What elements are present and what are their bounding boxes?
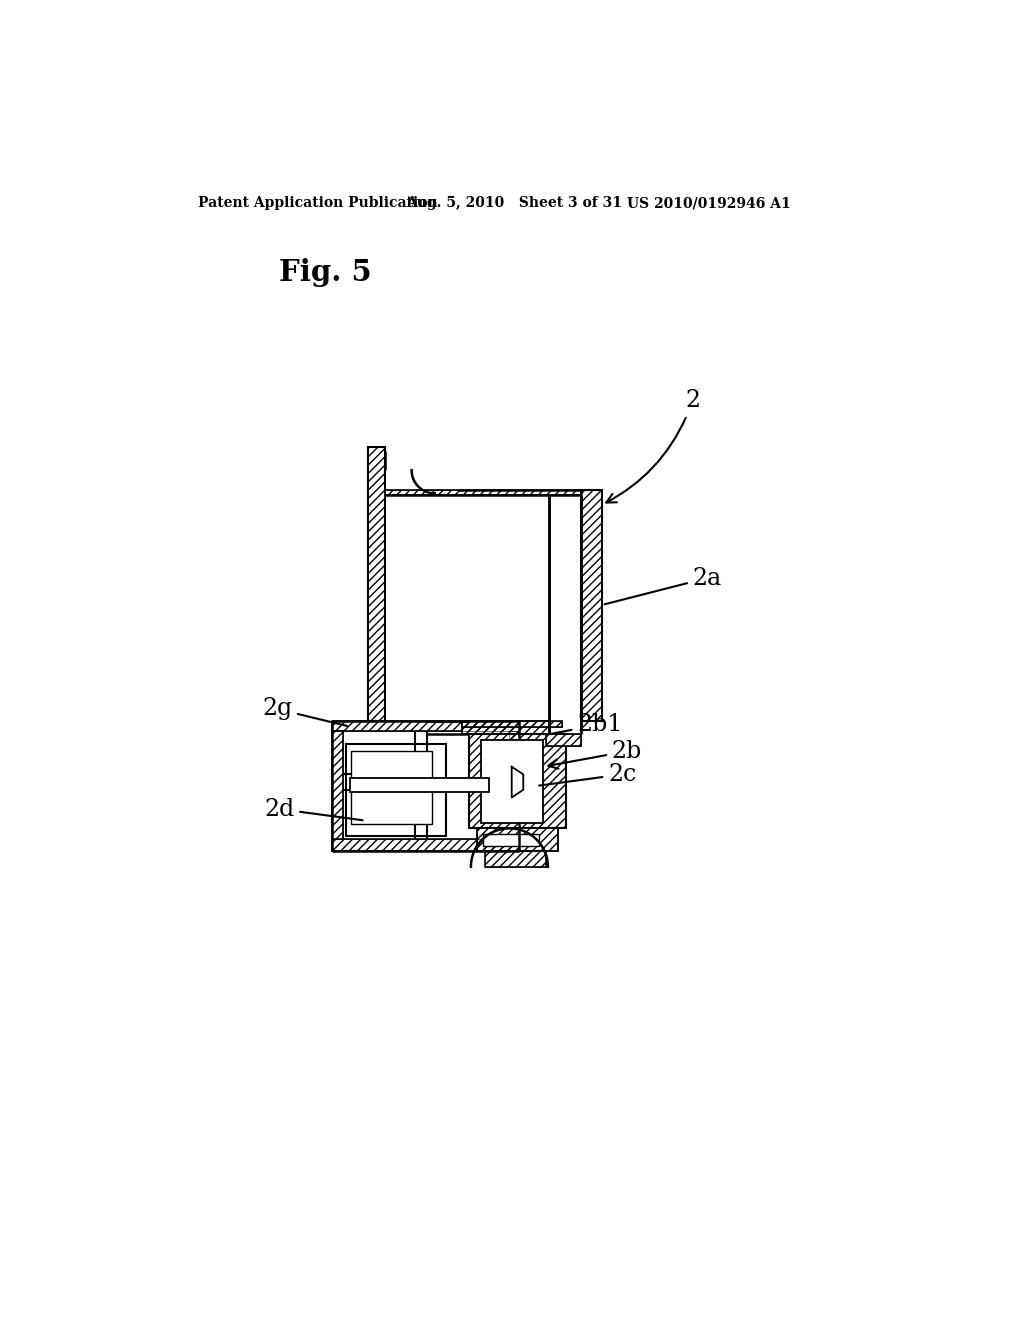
Text: 2b: 2b [548,739,642,768]
Bar [477,829,558,851]
Text: US 2010/0192946 A1: US 2010/0192946 A1 [628,197,791,210]
Bar [484,851,547,867]
Bar [550,495,581,721]
Bar [368,447,385,721]
Bar [462,721,562,726]
Text: Fig. 5: Fig. 5 [280,257,372,286]
Text: 2: 2 [606,389,700,503]
Bar [346,743,446,836]
Bar [581,490,602,721]
Text: 2b1: 2b1 [551,713,623,735]
Text: 2c: 2c [539,763,636,785]
Bar [385,490,581,495]
Bar [333,840,519,851]
Bar [333,721,519,731]
Bar [483,834,539,846]
Polygon shape [512,767,523,797]
Bar [509,731,519,762]
Bar [481,739,543,822]
Bar [368,447,385,721]
Text: 2d: 2d [264,797,362,821]
Bar [350,779,488,792]
Bar [509,731,519,762]
Bar [547,734,581,746]
Bar [477,829,558,851]
Bar [462,721,562,726]
Bar [333,840,519,851]
Bar [462,721,550,734]
Bar [469,734,565,829]
Bar [481,739,543,822]
Bar [351,751,432,825]
Bar [333,721,519,731]
Bar [333,731,343,840]
Bar [343,731,509,840]
Bar [581,490,602,721]
Bar [385,490,581,495]
Bar [462,721,550,734]
Text: 2a: 2a [604,566,722,605]
Bar [469,734,565,829]
Text: Patent Application Publication: Patent Application Publication [199,197,438,210]
Bar [484,851,547,867]
Text: Aug. 5, 2010   Sheet 3 of 31: Aug. 5, 2010 Sheet 3 of 31 [407,197,623,210]
Text: 2g: 2g [262,697,347,726]
Bar [333,731,343,840]
Bar [547,734,581,746]
